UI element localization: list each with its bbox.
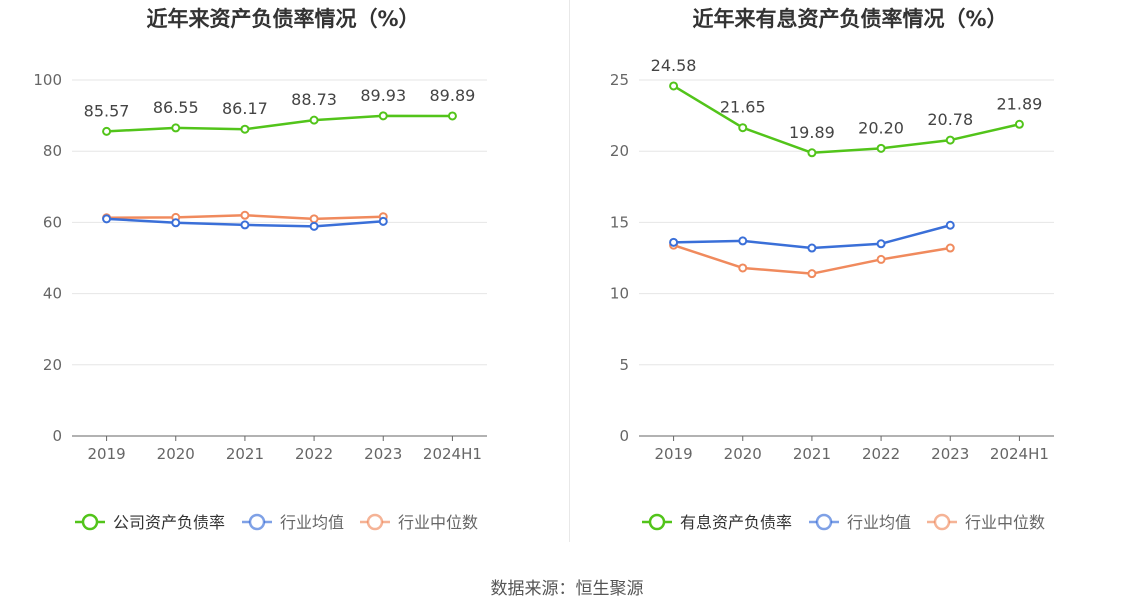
data-point (171, 123, 181, 133)
y-tick-label: 80 (43, 142, 62, 160)
y-tick-label: 5 (619, 356, 629, 374)
data-point (876, 254, 886, 264)
data-point (945, 243, 955, 253)
legend-item-2: 行业中位数 (927, 513, 1045, 532)
legend-item-2: 行业中位数 (360, 513, 478, 532)
data-point (102, 214, 112, 224)
legend-swatch-marker (248, 513, 266, 531)
legend-swatch-marker (81, 513, 99, 531)
legend-swatch-marker (366, 513, 384, 531)
chart-title: 近年来资产负债率情况（%） (146, 7, 419, 31)
y-tick-label: 60 (43, 213, 62, 231)
data-label: 20.78 (927, 110, 973, 129)
series-line-0 (106, 114, 453, 133)
legend-item-1: 行业均值 (242, 513, 344, 532)
data-point (171, 218, 181, 228)
data-point (240, 210, 250, 220)
data-point (669, 237, 679, 247)
legend-item-0: 公司资产负债率 (75, 513, 225, 532)
chart-title: 近年来有息资产负债率情况（%） (692, 7, 1007, 31)
data-label: 21.89 (997, 94, 1043, 113)
x-tick-label: 2020 (724, 445, 762, 463)
x-tick-label: 2020 (157, 445, 195, 463)
x-tick-label: 2021 (793, 445, 831, 463)
data-point (378, 216, 388, 226)
data-point (738, 123, 748, 133)
legend-label: 行业均值 (280, 513, 344, 532)
y-tick-label: 15 (610, 213, 629, 231)
x-tick-label: 2019 (654, 445, 692, 463)
data-point (309, 214, 319, 224)
x-tick-label: 2022 (862, 445, 900, 463)
x-tick-label: 2021 (226, 445, 264, 463)
data-point (807, 148, 817, 158)
data-label: 85.57 (84, 101, 130, 120)
data-label: 21.65 (720, 98, 766, 117)
legend-swatch-marker (815, 513, 833, 531)
data-point (102, 126, 112, 136)
data-label: 88.73 (291, 90, 337, 109)
legend-swatch-marker (933, 513, 951, 531)
legend-item-0: 有息资产负债率 (642, 513, 792, 532)
x-tick-label: 2019 (87, 445, 125, 463)
chart-debt-ratio: 近年来资产负债率情况（%） 0 20 40 60 80 100 2019 2020 2021 202… (33, 7, 487, 532)
y-tick-label: 100 (33, 71, 62, 89)
series-line-0 (672, 84, 1020, 155)
data-source: 数据来源：恒生聚源 (490, 579, 644, 599)
data-point (240, 220, 250, 230)
data-point (945, 135, 955, 145)
data-label: 19.89 (789, 123, 835, 142)
data-label: 89.93 (360, 86, 406, 105)
legend-label: 行业均值 (847, 513, 911, 532)
data-label: 20.20 (858, 118, 904, 137)
data-label: 86.55 (153, 98, 199, 117)
data-point (945, 220, 955, 230)
data-point (807, 269, 817, 279)
data-point (738, 263, 748, 273)
data-point (240, 124, 250, 134)
x-tick-label: 2024H1 (990, 445, 1049, 463)
y-tick-label: 40 (43, 285, 62, 303)
data-point (309, 221, 319, 231)
y-tick-label: 25 (610, 71, 629, 89)
y-tick-label: 0 (52, 427, 62, 445)
x-tick-label: 2024H1 (423, 445, 482, 463)
y-tick-label: 20 (43, 356, 62, 374)
data-point (309, 115, 319, 125)
data-point (738, 236, 748, 246)
y-tick-label: 20 (610, 142, 629, 160)
legend-swatch-marker (648, 513, 666, 531)
data-point (807, 243, 817, 253)
data-point (876, 143, 886, 153)
legend-label: 有息资产负债率 (680, 513, 792, 532)
data-point (1014, 119, 1024, 129)
data-point (669, 81, 679, 91)
data-point (378, 111, 388, 121)
data-label: 89.89 (430, 86, 476, 105)
data-label: 24.58 (651, 56, 697, 75)
x-tick-label: 2022 (295, 445, 333, 463)
x-tick-label: 2023 (364, 445, 402, 463)
data-label: 86.17 (222, 99, 268, 118)
chart-interest-bearing-debt-ratio: 近年来有息资产负债率情况（%） 0 5 10 15 20 25 2019 2020 2021 202… (610, 7, 1054, 532)
x-tick-label: 2023 (931, 445, 969, 463)
data-point (876, 239, 886, 249)
legend-label: 公司资产负债率 (113, 513, 225, 532)
chart-divider (569, 0, 570, 542)
data-point (447, 111, 457, 121)
legend-item-1: 行业均值 (809, 513, 911, 532)
legend-label: 行业中位数 (398, 513, 478, 532)
y-tick-label: 0 (619, 427, 629, 445)
legend-label: 行业中位数 (965, 513, 1045, 532)
y-tick-label: 10 (610, 285, 629, 303)
